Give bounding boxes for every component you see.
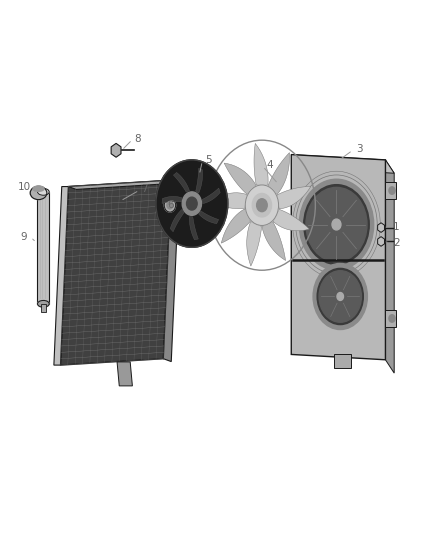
Polygon shape xyxy=(385,182,396,199)
Polygon shape xyxy=(224,163,256,194)
Text: 4: 4 xyxy=(266,160,273,170)
Circle shape xyxy=(389,187,395,194)
Circle shape xyxy=(164,198,176,212)
Text: 5: 5 xyxy=(205,155,212,165)
Polygon shape xyxy=(378,223,385,232)
Text: 8: 8 xyxy=(134,134,141,143)
Circle shape xyxy=(245,185,279,225)
Circle shape xyxy=(319,271,361,322)
Polygon shape xyxy=(163,180,179,361)
Text: 1: 1 xyxy=(393,222,400,231)
Text: 2: 2 xyxy=(393,238,400,247)
Ellipse shape xyxy=(33,186,44,191)
Polygon shape xyxy=(37,192,49,304)
Polygon shape xyxy=(202,188,220,204)
Polygon shape xyxy=(378,237,385,246)
Polygon shape xyxy=(385,310,396,327)
Polygon shape xyxy=(268,152,290,195)
Polygon shape xyxy=(189,216,198,240)
Circle shape xyxy=(252,193,272,217)
Polygon shape xyxy=(60,180,171,365)
Ellipse shape xyxy=(30,186,47,200)
Text: 9: 9 xyxy=(21,232,28,242)
Circle shape xyxy=(389,314,395,322)
Polygon shape xyxy=(385,160,394,373)
Polygon shape xyxy=(211,193,247,208)
Polygon shape xyxy=(262,222,286,261)
Circle shape xyxy=(299,179,374,270)
Ellipse shape xyxy=(38,301,49,307)
Polygon shape xyxy=(221,209,251,243)
Polygon shape xyxy=(277,187,311,209)
Circle shape xyxy=(337,293,343,301)
Text: 10: 10 xyxy=(18,182,31,191)
Polygon shape xyxy=(41,304,46,312)
Circle shape xyxy=(257,199,267,212)
Circle shape xyxy=(313,263,367,329)
Polygon shape xyxy=(247,222,261,266)
Ellipse shape xyxy=(38,189,49,195)
Polygon shape xyxy=(196,168,202,193)
Circle shape xyxy=(332,219,341,230)
Polygon shape xyxy=(162,197,182,204)
Polygon shape xyxy=(273,209,309,231)
Circle shape xyxy=(306,188,367,262)
Circle shape xyxy=(317,269,364,325)
Text: 7: 7 xyxy=(141,184,148,194)
Text: 3: 3 xyxy=(356,144,363,154)
Circle shape xyxy=(304,184,369,264)
Polygon shape xyxy=(334,354,351,368)
Polygon shape xyxy=(170,209,184,232)
Polygon shape xyxy=(117,362,132,386)
Circle shape xyxy=(167,201,173,209)
Polygon shape xyxy=(111,143,121,157)
Circle shape xyxy=(182,192,201,215)
Polygon shape xyxy=(291,155,394,173)
Circle shape xyxy=(187,197,197,210)
Polygon shape xyxy=(68,180,179,189)
Polygon shape xyxy=(291,155,385,360)
Polygon shape xyxy=(254,143,268,185)
Polygon shape xyxy=(199,211,219,224)
Text: 6: 6 xyxy=(167,200,174,210)
Polygon shape xyxy=(173,173,189,192)
Circle shape xyxy=(156,160,228,247)
Polygon shape xyxy=(54,187,68,365)
